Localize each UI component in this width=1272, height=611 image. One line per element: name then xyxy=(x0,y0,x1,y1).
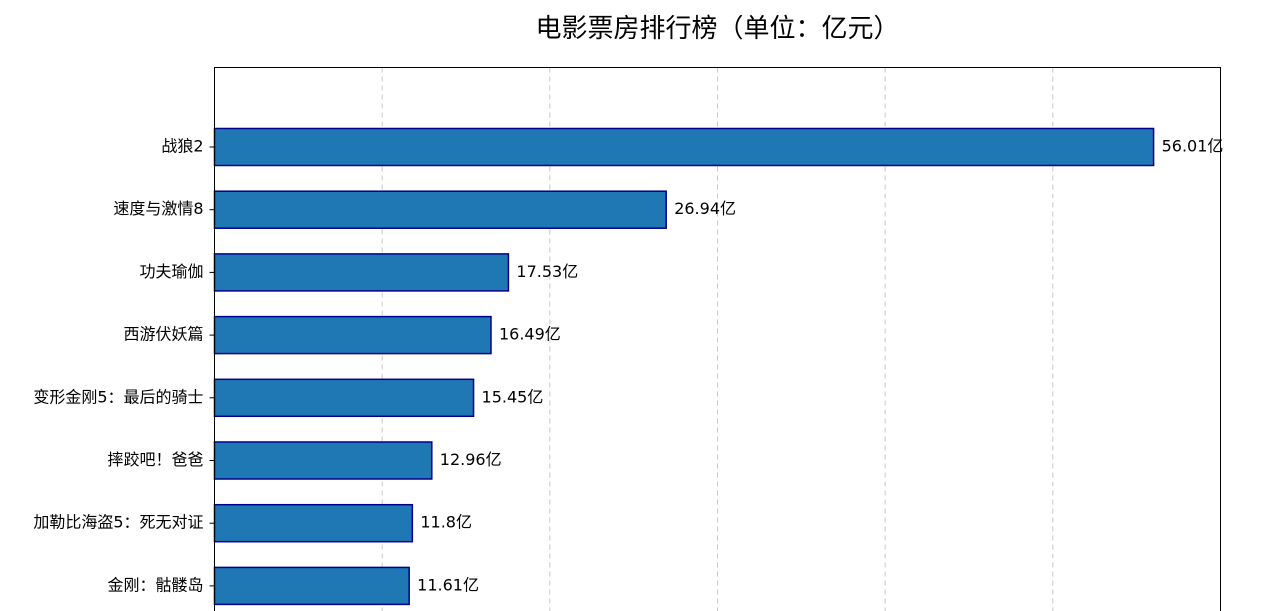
bars xyxy=(213,127,1155,606)
bar xyxy=(213,127,1155,167)
chart-title: 电影票房排行榜（单位：亿元） xyxy=(535,14,900,44)
data-label: 12.96亿 xyxy=(440,450,502,469)
data-label: 17.53亿 xyxy=(516,262,578,281)
category-label: 功夫瑜伽 xyxy=(139,262,203,281)
bar xyxy=(213,253,510,292)
category-label: 变形金刚5：最后的骑士 xyxy=(33,387,203,406)
bar xyxy=(213,503,414,543)
category-label: 加勒比海盗5：死无对证 xyxy=(33,513,203,532)
category-label: 西游伏妖篇 xyxy=(123,325,203,344)
plot-frame xyxy=(214,67,1221,611)
data-label: 26.94亿 xyxy=(674,199,736,218)
bar xyxy=(213,190,667,229)
data-label: 15.45亿 xyxy=(482,387,544,406)
bar xyxy=(213,378,475,418)
bar xyxy=(213,566,410,606)
bar xyxy=(213,315,492,355)
category-label: 战狼2 xyxy=(161,137,203,156)
data-label: 11.8亿 xyxy=(420,513,472,532)
category-label: 速度与激情8 xyxy=(113,199,203,218)
category-label: 摔跤吧！爸爸 xyxy=(107,450,203,469)
category-label: 金刚：骷髅岛 xyxy=(107,575,203,594)
data-label: 16.49亿 xyxy=(499,325,561,344)
bar xyxy=(213,441,433,480)
data-label: 11.61亿 xyxy=(417,575,479,594)
data-label: 56.01亿 xyxy=(1162,137,1224,156)
